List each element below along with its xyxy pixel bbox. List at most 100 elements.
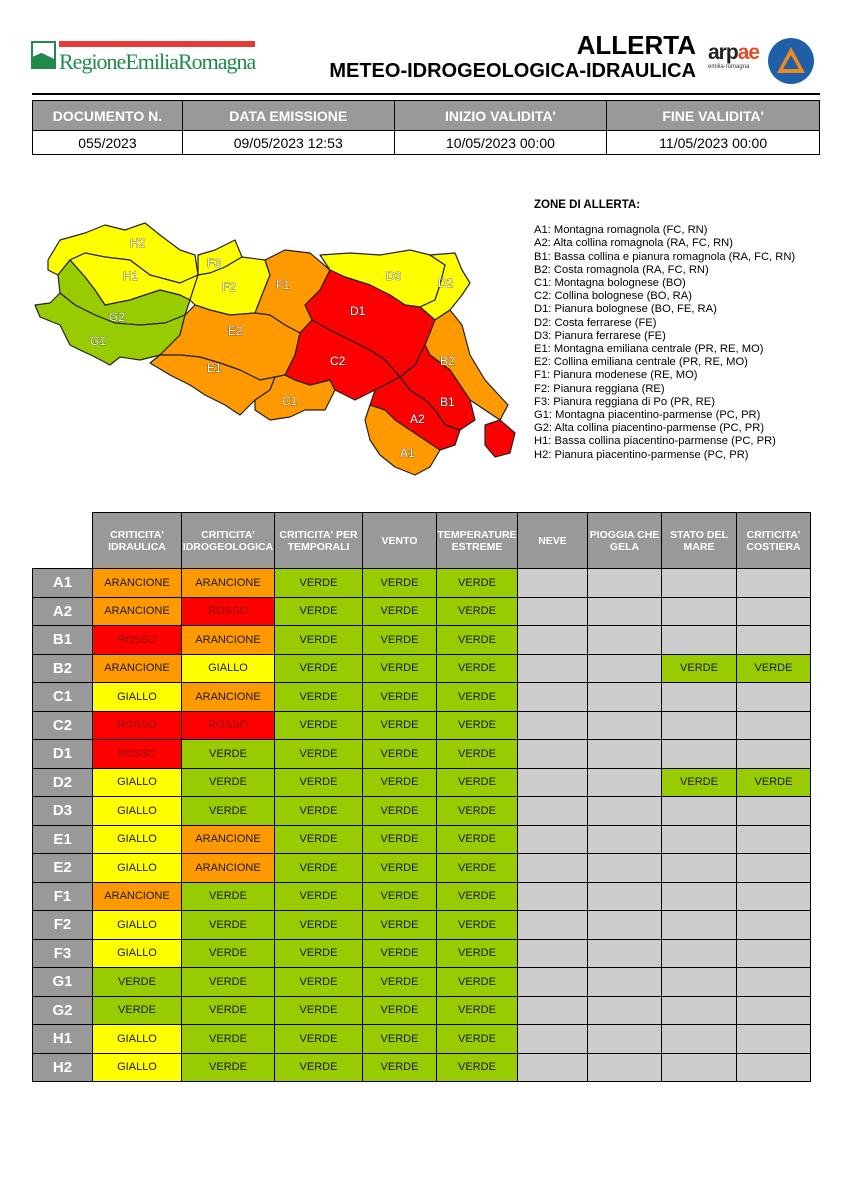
empty-cell: [517, 938, 588, 968]
map-label-g1: G1: [90, 334, 106, 348]
map-label-d1: D1: [350, 304, 366, 318]
alert-level-cell: ARANCIONE: [181, 853, 275, 883]
zone-label: D1: [32, 739, 93, 769]
alert-level-cell: GIALLO: [92, 853, 182, 883]
column-header: STATO DEL MARE: [661, 512, 737, 569]
empty-cell: [587, 938, 662, 968]
legend-item: E2: Collina emiliana centrale (PR, RE, M…: [534, 356, 748, 369]
regione-emilia-romagna-logo: RegioneEmiliaRomagna: [31, 40, 256, 74]
alert-level-cell: VERDE: [181, 796, 275, 826]
map-label-c2: C2: [330, 354, 346, 368]
empty-cell: [517, 881, 588, 911]
legend-item: D1: Pianura bolognese (BO, FE, RA): [534, 303, 717, 316]
alert-level-cell: VERDE: [181, 739, 275, 769]
empty-cell: [587, 910, 662, 940]
alert-level-cell: ROSSO: [92, 710, 182, 740]
table-row: B2 ARANCIONE GIALLO VERDE VERDE VERDE VERDE VER…: [32, 653, 811, 683]
map-label-f2: F2: [222, 280, 236, 294]
table-row: F3 GIALLO VERDE VERDE VERDE VERDE: [32, 938, 811, 968]
map-label-f1: F1: [276, 278, 290, 292]
empty-cell: [661, 1024, 737, 1054]
zone-label: D3: [32, 796, 93, 826]
alert-level-cell: VERDE: [436, 967, 518, 997]
alert-level-cell: ROSSO: [181, 710, 275, 740]
alert-level-cell: VERDE: [436, 853, 518, 883]
empty-cell: [517, 682, 588, 712]
zone-legend-title: ZONE DI ALLERTA:: [534, 199, 641, 211]
empty-cell: [587, 881, 662, 911]
alert-level-cell: VERDE: [274, 625, 363, 655]
alert-level-cell: VERDE: [436, 796, 518, 826]
legend-item: D2: Costa ferrarese (FE): [534, 316, 657, 329]
zone-label: B1: [32, 625, 93, 655]
alert-level-cell: VERDE: [181, 910, 275, 940]
zone-label: F2: [32, 910, 93, 940]
table-row: G1 VERDE VERDE VERDE VERDE VERDE: [32, 967, 811, 997]
alert-level-cell: VERDE: [436, 995, 518, 1025]
alert-level-cell: VERDE: [274, 739, 363, 769]
alert-level-cell: VERDE: [274, 995, 363, 1025]
empty-cell: [587, 653, 662, 683]
table-row: E1 GIALLO ARANCIONE VERDE VERDE VERDE: [32, 824, 811, 854]
empty-cell: [587, 796, 662, 826]
alert-table-corner: [32, 512, 93, 569]
alert-level-cell: ARANCIONE: [181, 568, 275, 598]
alert-level-cell: VERDE: [661, 767, 737, 797]
empty-cell: [517, 767, 588, 797]
protezione-civile-logo-icon: [768, 38, 814, 84]
empty-cell: [517, 853, 588, 883]
alert-level-cell: VERDE: [736, 653, 811, 683]
legend-item: E1: Montagna emiliana centrale (PR, RE, …: [534, 343, 764, 356]
arpae-logo: arpae emilia-romagna: [708, 42, 766, 70]
legend-item: C2: Collina bolognese (BO, RA): [534, 290, 692, 303]
alert-level-cell: VERDE: [181, 938, 275, 968]
issue-date-value: 09/05/2023 12:53: [181, 130, 395, 155]
alert-level-cell: VERDE: [362, 910, 437, 940]
alert-level-cell: VERDE: [274, 653, 363, 683]
legend-item: G1: Montagna piacentino-parmense (PC, PR…: [534, 409, 761, 422]
alert-level-cell: VERDE: [362, 853, 437, 883]
alert-level-cell: VERDE: [436, 596, 518, 626]
empty-cell: [661, 568, 737, 598]
empty-cell: [661, 853, 737, 883]
alert-level-cell: VERDE: [274, 910, 363, 940]
zone-label: G2: [32, 995, 93, 1025]
legend-item: B2: Costa romagnola (RA, FC, RN): [534, 263, 709, 276]
alert-level-cell: ROSSO: [92, 739, 182, 769]
zone-label: F1: [32, 881, 93, 911]
alert-level-cell: VERDE: [274, 767, 363, 797]
document-info-value-row: 055/2023 09/05/2023 12:53 10/05/2023 00:…: [32, 130, 820, 155]
alert-level-cell: VERDE: [274, 710, 363, 740]
empty-cell: [736, 967, 811, 997]
map-label-g2: G2: [109, 310, 125, 324]
empty-cell: [517, 967, 588, 997]
alert-level-cell: GIALLO: [92, 910, 182, 940]
empty-cell: [587, 853, 662, 883]
alert-level-cell: VERDE: [436, 625, 518, 655]
zone-label: G1: [32, 967, 93, 997]
alert-level-cell: VERDE: [274, 596, 363, 626]
empty-cell: [736, 682, 811, 712]
empty-cell: [736, 1052, 811, 1082]
map-label-c1: C1: [282, 394, 298, 408]
table-row: F1 ARANCIONE VERDE VERDE VERDE VERDE: [32, 881, 811, 911]
empty-cell: [661, 824, 737, 854]
empty-cell: [587, 1052, 662, 1082]
alert-level-cell: VERDE: [274, 682, 363, 712]
empty-cell: [661, 625, 737, 655]
table-row: C1 GIALLO ARANCIONE VERDE VERDE VERDE: [32, 682, 811, 712]
alert-level-cell: VERDE: [362, 1024, 437, 1054]
column-header: CRITICITA' IDROGEOLOGICA: [181, 512, 275, 569]
alert-level-cell: VERDE: [274, 853, 363, 883]
empty-cell: [661, 796, 737, 826]
legend-item: G2: Alta collina piacentino-parmense (PC…: [534, 422, 765, 435]
empty-cell: [736, 710, 811, 740]
map-label-b1: B1: [440, 395, 455, 409]
empty-cell: [587, 739, 662, 769]
alert-level-cell: GIALLO: [92, 767, 182, 797]
alert-level-cell: VERDE: [274, 1052, 363, 1082]
table-row: H2 GIALLO VERDE VERDE VERDE VERDE: [32, 1052, 811, 1082]
zone-legend: ZONE DI ALLERTA: A1: Montagna romagnola …: [534, 199, 795, 462]
zone-label: H1: [32, 1024, 93, 1054]
map-label-a2: A2: [410, 412, 425, 426]
